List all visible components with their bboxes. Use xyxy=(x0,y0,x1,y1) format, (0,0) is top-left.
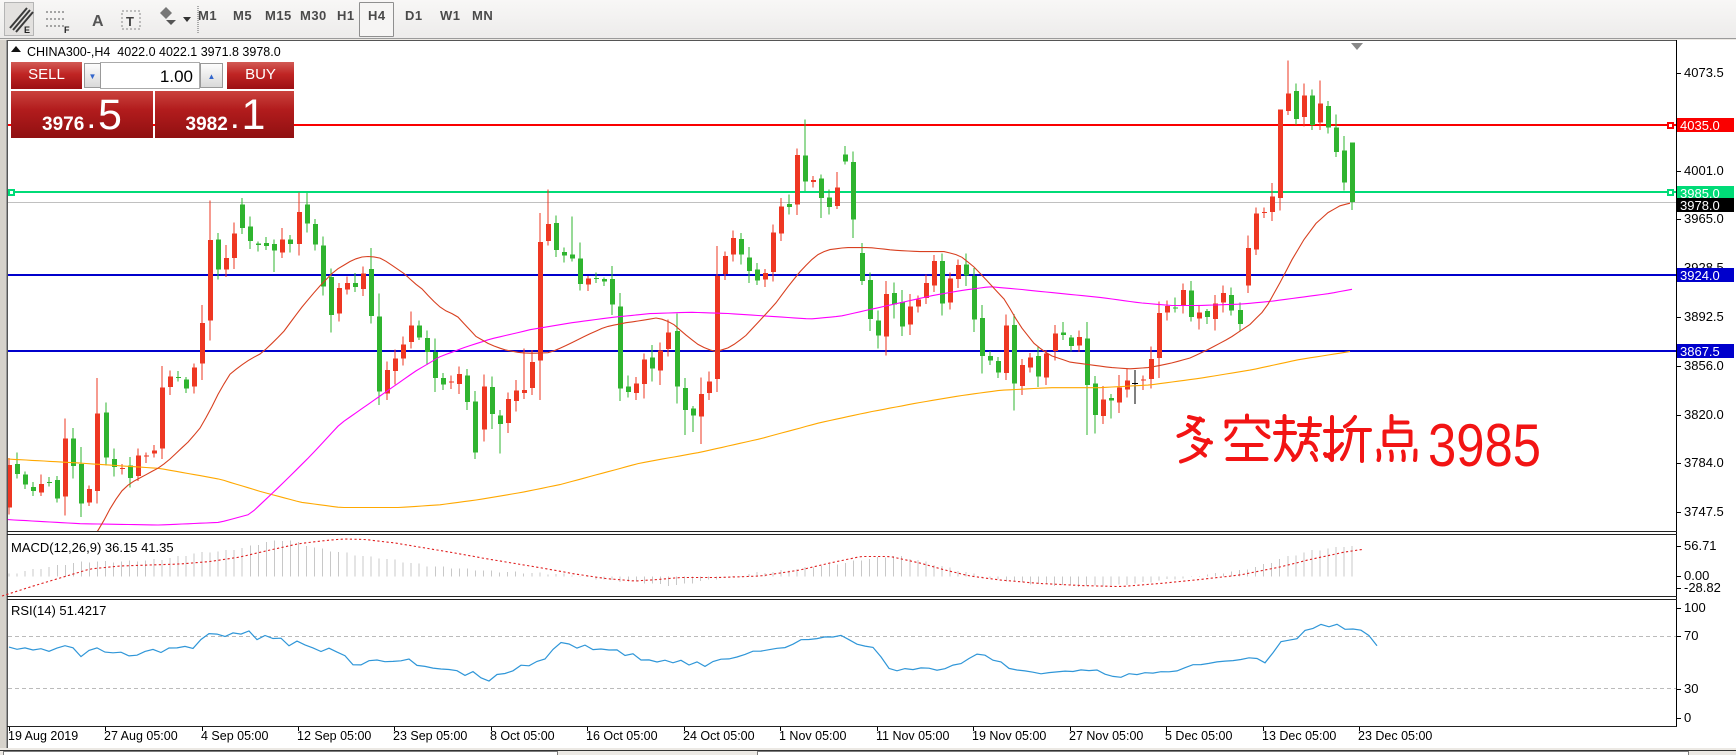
svg-text:3978.0: 3978.0 xyxy=(1680,198,1720,213)
svg-text:27 Aug 05:00: 27 Aug 05:00 xyxy=(104,729,178,743)
svg-text:3965.0: 3965.0 xyxy=(1684,211,1724,226)
svg-text:E: E xyxy=(24,25,30,35)
svg-text:3747.5: 3747.5 xyxy=(1684,504,1724,519)
svg-text:4073.5: 4073.5 xyxy=(1684,65,1724,80)
svg-text:3985.0: 3985.0 xyxy=(1680,186,1720,201)
svg-text:3856.0: 3856.0 xyxy=(1684,358,1724,373)
svg-text:56.71: 56.71 xyxy=(1684,538,1717,553)
svg-text:A: A xyxy=(92,13,104,30)
svg-text:0.00: 0.00 xyxy=(1684,568,1709,583)
svg-text:70: 70 xyxy=(1684,628,1698,643)
svg-text:-28.82: -28.82 xyxy=(1684,580,1721,595)
svg-text:24 Oct 05:00: 24 Oct 05:00 xyxy=(683,729,755,743)
svg-text:3924.0: 3924.0 xyxy=(1680,268,1720,283)
svg-text:13 Dec 05:00: 13 Dec 05:00 xyxy=(1262,729,1336,743)
svg-text:RSI(14) 51.4217: RSI(14) 51.4217 xyxy=(11,603,106,618)
svg-text:16 Oct 05:00: 16 Oct 05:00 xyxy=(586,729,658,743)
svg-text:3985: 3985 xyxy=(1428,412,1541,479)
svg-text:3892.5: 3892.5 xyxy=(1684,309,1724,324)
svg-text:5 Dec 05:00: 5 Dec 05:00 xyxy=(1165,729,1232,743)
svg-text:0: 0 xyxy=(1684,710,1691,725)
svg-text:3820.0: 3820.0 xyxy=(1684,407,1724,422)
svg-text:8 Oct 05:00: 8 Oct 05:00 xyxy=(490,729,555,743)
svg-text:F: F xyxy=(64,25,70,35)
svg-text:CHINA300-,H4 4022.0 4022.1 39: CHINA300-,H4 4022.0 4022.1 3971.8 3978.0 xyxy=(27,45,281,59)
svg-text:3867.5: 3867.5 xyxy=(1680,344,1720,359)
svg-text:MACD(12,26,9) 36.15 41.35: MACD(12,26,9) 36.15 41.35 xyxy=(11,540,174,555)
svg-text:4001.0: 4001.0 xyxy=(1684,163,1724,178)
svg-text:19 Aug 2019: 19 Aug 2019 xyxy=(8,729,78,743)
svg-text:12 Sep 05:00: 12 Sep 05:00 xyxy=(297,729,371,743)
svg-text:23 Dec 05:00: 23 Dec 05:00 xyxy=(1358,729,1432,743)
svg-text:4 Sep 05:00: 4 Sep 05:00 xyxy=(201,729,268,743)
svg-text:23 Sep 05:00: 23 Sep 05:00 xyxy=(393,729,467,743)
svg-text:19 Nov 05:00: 19 Nov 05:00 xyxy=(972,729,1046,743)
svg-text:4035.0: 4035.0 xyxy=(1680,118,1720,133)
svg-text:100: 100 xyxy=(1684,600,1706,615)
svg-text:T: T xyxy=(126,14,134,29)
svg-text:1 Nov 05:00: 1 Nov 05:00 xyxy=(779,729,846,743)
svg-text:3784.0: 3784.0 xyxy=(1684,455,1724,470)
svg-text:27 Nov 05:00: 27 Nov 05:00 xyxy=(1069,729,1143,743)
svg-text:11 Nov 05:00: 11 Nov 05:00 xyxy=(876,729,949,743)
svg-text:30: 30 xyxy=(1684,681,1698,696)
